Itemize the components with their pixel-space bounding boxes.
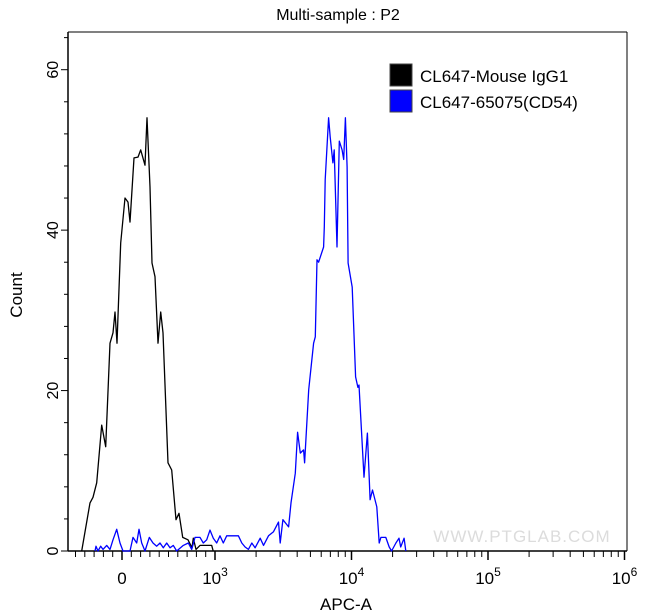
- legend-swatch-0: [389, 63, 413, 87]
- legend-swatch-1: [389, 89, 413, 113]
- x-tick-label: 104: [339, 565, 365, 588]
- y-tick-label: 20: [45, 382, 62, 400]
- x-tick-label: 0: [117, 569, 126, 588]
- x-axis-label: APC-A: [320, 595, 373, 614]
- series-line-1: [94, 117, 407, 552]
- plot-frame: [67, 31, 628, 552]
- y-tick-label: 0: [45, 546, 62, 555]
- x-tick-label: 105: [475, 565, 501, 588]
- y-tick-label: 60: [45, 61, 62, 79]
- watermark: WWW.PTGLAB.COM: [433, 527, 610, 546]
- series-group: [81, 117, 407, 552]
- axis-ticks: 0 20 40 60 0 103 104 105 106: [45, 37, 638, 588]
- legend-label-1: CL647-65075(CD54): [420, 93, 578, 112]
- chart-title: Multi-sample : P2: [276, 7, 400, 24]
- y-tick-label: 40: [45, 221, 62, 239]
- y-axis-label: Count: [7, 272, 26, 318]
- x-tick-label: 103: [202, 565, 228, 588]
- legend-label-0: CL647-Mouse IgG1: [420, 67, 568, 86]
- legend: CL647-Mouse IgG1 CL647-65075(CD54): [389, 63, 578, 113]
- x-tick-label: 106: [612, 565, 638, 588]
- series-line-0: [81, 117, 214, 552]
